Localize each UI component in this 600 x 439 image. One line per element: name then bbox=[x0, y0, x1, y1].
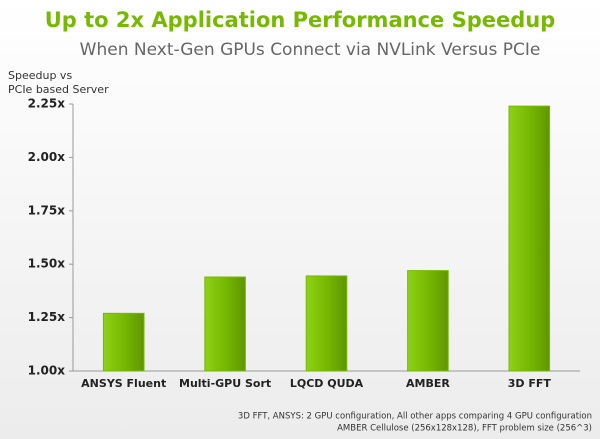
y-tick-label: 1.00x bbox=[28, 364, 66, 378]
x-tick-label: 3D FFT bbox=[508, 377, 552, 390]
bar bbox=[204, 276, 246, 372]
chart-subtitle: When Next-Gen GPUs Connect via NVLink Ve… bbox=[80, 40, 541, 60]
footnote: AMBER Cellulose (256x128x128), FFT probl… bbox=[337, 424, 592, 434]
x-tick-label: ANSYS Fluent bbox=[81, 377, 166, 390]
y-axis-label: Speedup vs bbox=[8, 69, 72, 82]
y-tick-label: 1.50x bbox=[28, 257, 66, 271]
y-axis-label: PCIe based Server bbox=[8, 83, 109, 96]
x-tick-label: Multi-GPU Sort bbox=[179, 377, 271, 390]
y-tick-label: 1.75x bbox=[28, 203, 66, 217]
y-tick-label: 1.25x bbox=[28, 310, 66, 324]
x-tick-label: LQCD QUDA bbox=[290, 377, 364, 390]
x-tick-label: AMBER bbox=[406, 377, 450, 390]
y-tick-label: 2.00x bbox=[28, 150, 66, 164]
footnote: 3D FFT, ANSYS: 2 GPU configuration, All … bbox=[238, 412, 592, 422]
bar bbox=[407, 270, 449, 372]
bar bbox=[102, 312, 145, 372]
bar bbox=[305, 275, 348, 372]
chart-title: Up to 2x Application Performance Speedup bbox=[45, 8, 555, 32]
y-tick-label: 2.25x bbox=[28, 97, 66, 111]
bar bbox=[508, 105, 551, 372]
